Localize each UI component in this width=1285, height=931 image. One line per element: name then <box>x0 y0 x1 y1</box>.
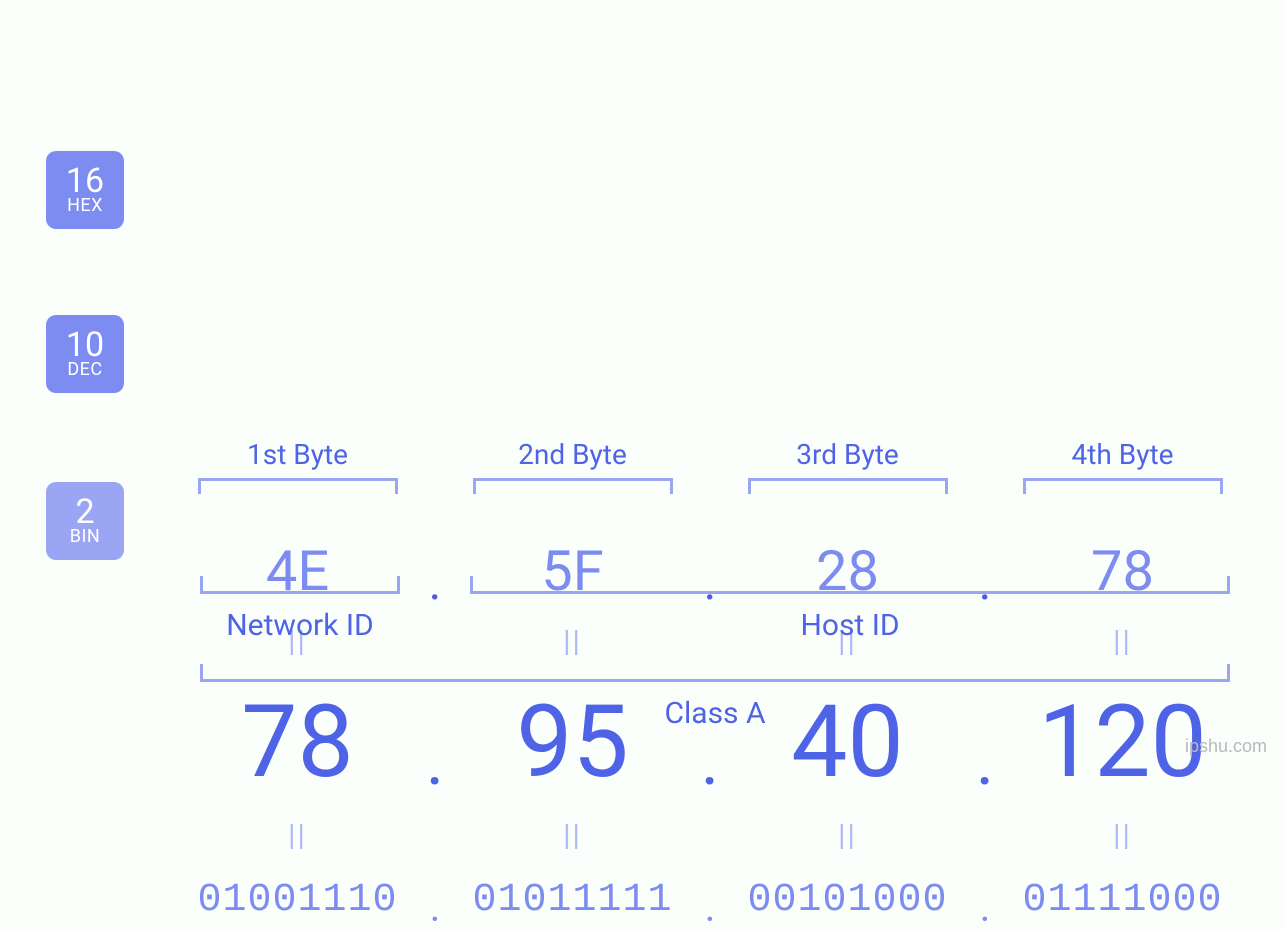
badge-bin-label: BIN <box>46 528 124 547</box>
bytes-grid: 1st Byte 4E || 78 || 01001110 . . . 2nd … <box>180 0 1240 767</box>
badge-dec-label: DEC <box>46 361 124 380</box>
ip-diagram: 16 HEX 10 DEC 2 BIN 1st Byte 4E || 78 ||… <box>0 0 1285 767</box>
bin-2: 01011111 <box>455 878 690 923</box>
dot-icon: . <box>965 884 1005 931</box>
equals-icon: || <box>455 818 690 853</box>
bin-1: 01001110 <box>180 878 415 923</box>
class-label: Class A <box>200 696 1230 731</box>
badge-bin-num: 2 <box>46 495 124 531</box>
dot-icon: . <box>415 884 455 931</box>
host-id-bracket <box>470 576 1230 594</box>
badge-hex: 16 HEX <box>46 151 124 229</box>
host-id-label: Host ID <box>470 608 1230 643</box>
byte-header-2: 2nd Byte <box>455 438 690 471</box>
equals-icon: || <box>730 818 965 853</box>
dot-icon: . <box>965 720 1005 802</box>
watermark: ipshu.com <box>1185 736 1267 757</box>
byte-header-3: 3rd Byte <box>730 438 965 471</box>
top-bracket-1 <box>198 478 398 494</box>
badge-dec-num: 10 <box>46 328 124 364</box>
equals-icon: || <box>180 818 415 853</box>
equals-icon: || <box>1005 818 1240 853</box>
bin-3: 00101000 <box>730 878 965 923</box>
byte-header-4: 4th Byte <box>1005 438 1240 471</box>
network-id-label: Network ID <box>200 608 400 643</box>
network-id-bracket <box>200 576 400 594</box>
dot-icon: . <box>690 720 730 802</box>
badge-hex-label: HEX <box>46 197 124 216</box>
byte-header-1: 1st Byte <box>180 438 415 471</box>
top-bracket-4 <box>1023 478 1223 494</box>
dot-icon: . <box>415 554 455 611</box>
top-bracket-3 <box>748 478 948 494</box>
bin-4: 01111000 <box>1005 878 1240 923</box>
class-bracket <box>200 664 1230 682</box>
badge-hex-num: 16 <box>46 164 124 200</box>
badge-dec: 10 DEC <box>46 315 124 393</box>
dot-icon: . <box>690 884 730 931</box>
dot-icon: . <box>415 720 455 802</box>
badge-bin: 2 BIN <box>46 482 124 560</box>
top-bracket-2 <box>473 478 673 494</box>
